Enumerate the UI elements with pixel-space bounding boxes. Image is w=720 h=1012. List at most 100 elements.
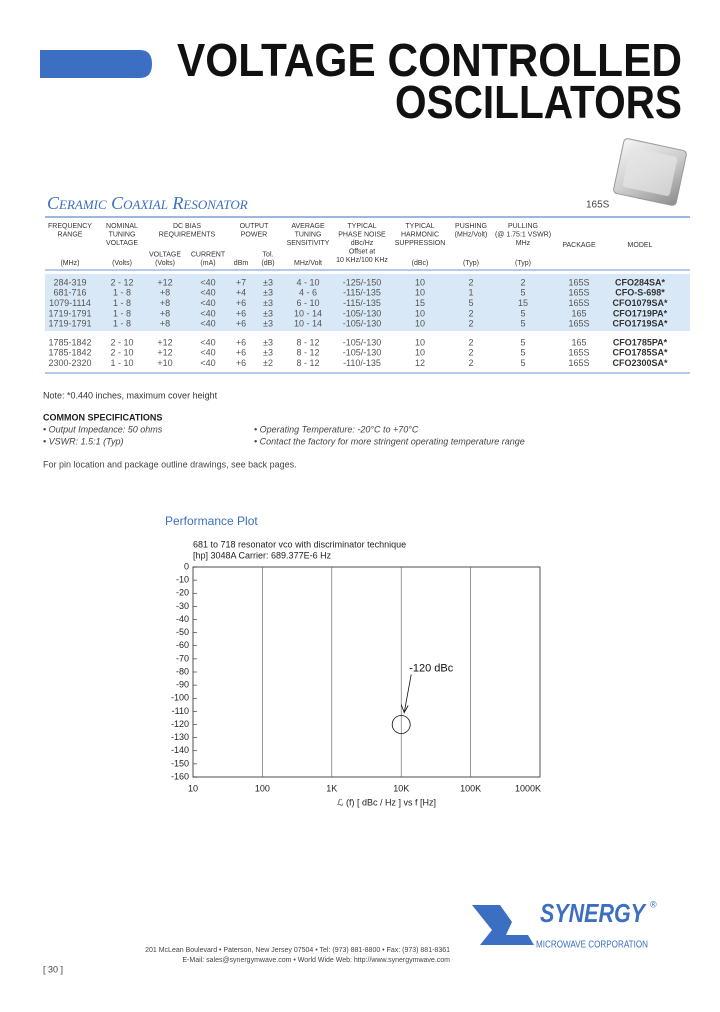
sub-unit: (mA): [200, 260, 215, 267]
y-tick-label: -50: [176, 627, 189, 637]
table-cell: -105/-130: [343, 337, 382, 347]
table-cell: <40: [200, 358, 215, 368]
spec-table: FREQUENCYRANGE(MHz)NOMINALTUNINGVOLTAGE(…: [48, 223, 668, 368]
table-cell: 10: [415, 348, 425, 358]
table-cell: <40: [200, 277, 215, 287]
column-header: TUNING: [109, 231, 136, 238]
column-header: TUNING: [295, 231, 322, 238]
table-cell: 165S: [568, 348, 589, 358]
table-cell: 8 - 12: [296, 348, 319, 358]
model-cell: CFO-S-698*: [615, 288, 665, 298]
section-title: Ceramic Coaxial Resonator: [47, 193, 248, 213]
table-cell: 1 - 8: [113, 308, 131, 318]
column-header: NOMINAL: [106, 223, 138, 230]
column-header: AVERAGE: [291, 223, 325, 230]
plot-heading: Performance Plot: [165, 514, 258, 528]
column-header: PHASE NOISE: [338, 231, 386, 238]
column-header: (MHz/Volt): [455, 231, 488, 238]
y-tick-label: 0: [184, 561, 189, 571]
column-unit: (dBc): [412, 260, 429, 267]
contact: E-Mail: sales@synergymwave.com • World W…: [182, 957, 450, 964]
column-header: PUSHING: [455, 223, 487, 230]
table-cell: 2: [520, 277, 525, 287]
table-cell: 5: [520, 288, 525, 298]
table-cell: +8: [160, 308, 170, 318]
spec-item: • VSWR: 1.5:1 (Typ): [43, 436, 124, 446]
table-cell: +12: [157, 337, 172, 347]
table-cell: 10: [415, 277, 425, 287]
table-cell: 4 - 10: [296, 277, 319, 287]
table-cell: 4 - 6: [299, 288, 317, 298]
column-header: POWER: [241, 231, 267, 238]
logo: SYNERGY ® MICROWAVE CORPORATION: [472, 898, 657, 951]
sub-unit: (Volts): [155, 260, 175, 267]
column-header: (@ 1.75:1 VSWR): [495, 231, 551, 238]
row-group-shade: [45, 274, 690, 331]
performance-plot: 681 to 718 resonator vco with discrimina…: [171, 539, 541, 807]
table-cell: ±3: [263, 348, 273, 358]
page-number: [ 30 ]: [43, 964, 63, 974]
model-cell: CFO1785SA*: [612, 348, 668, 358]
table-cell: -110/-135: [343, 358, 381, 368]
table-cell: <40: [200, 337, 215, 347]
sub-header: VOLTAGE: [149, 251, 181, 258]
column-header: PACKAGE: [562, 242, 596, 249]
annotation-text: -120 dBc: [409, 662, 454, 674]
table-cell: -115/-135: [343, 288, 381, 298]
table-cell: +6: [236, 358, 246, 368]
table-cell: 2: [468, 319, 473, 329]
table-cell: 10: [415, 319, 425, 329]
y-tick-label: -160: [171, 771, 189, 781]
column-header: TYPICAL: [405, 223, 434, 230]
model-cell: CFO1719SA*: [612, 319, 668, 329]
model-cell: CFO1785PA*: [613, 337, 668, 347]
table-cell: 8 - 12: [296, 337, 319, 347]
table-cell: 1719-1791: [48, 319, 91, 329]
table-cell: 5: [520, 308, 525, 318]
model-cell: CFO1079SA*: [612, 298, 668, 308]
table-cell: 15: [518, 298, 528, 308]
table-cell: ±3: [263, 337, 273, 347]
table-cell: -125/-150: [343, 277, 382, 287]
table-cell: 10 - 14: [294, 319, 322, 329]
table-cell: 15: [415, 298, 425, 308]
pin-note: For pin location and package outline dra…: [43, 459, 297, 469]
column-header: OUTPUT: [240, 223, 270, 230]
table-cell: +12: [157, 348, 172, 358]
product-image-label: 165S: [586, 200, 610, 211]
table-cell: +8: [160, 298, 170, 308]
table-cell: 1 - 8: [113, 288, 131, 298]
table-cell: 6 - 10: [296, 298, 319, 308]
table-cell: 1079-1114: [49, 298, 91, 308]
title-line-1: VOLTAGE CONTROLLED: [177, 34, 682, 86]
table-cell: 5: [520, 319, 525, 329]
column-header: REQUIREMENTS: [159, 231, 216, 238]
table-cell: 1 - 8: [113, 298, 131, 308]
column-header: VOLTAGE: [106, 240, 138, 247]
y-tick-label: -90: [176, 680, 189, 690]
plot-frame: [192, 566, 541, 778]
y-tick-label: -100: [171, 693, 189, 703]
column-header: 10 KHz/100 KHz: [336, 257, 388, 264]
table-cell: <40: [200, 298, 215, 308]
table-cell: +12: [157, 277, 172, 287]
table-cell: -105/-130: [343, 319, 382, 329]
annotation-circle: [391, 715, 411, 734]
table-cell: 165S: [568, 277, 589, 287]
table-cell: 284-319: [53, 277, 86, 287]
table-cell: +7: [236, 277, 246, 287]
table-cell: 165: [571, 337, 586, 347]
logo-name: SYNERGY: [540, 898, 647, 928]
x-tick-label: 100: [255, 783, 270, 793]
table-cell: 165S: [568, 288, 589, 298]
table-cell: +6: [236, 308, 246, 318]
sub-header: Tol.: [263, 251, 274, 258]
column-unit: (Typ): [515, 260, 531, 267]
spec-item: • Output Impedance: 50 ohms: [43, 424, 163, 434]
title-line-2: OSCILLATORS: [395, 76, 682, 128]
table-cell: -105/-130: [343, 348, 382, 358]
header-bar: [40, 50, 152, 78]
table-cell: 2: [468, 337, 473, 347]
table-cell: 10: [415, 337, 425, 347]
model-cell: CFO2300SA*: [612, 358, 668, 368]
